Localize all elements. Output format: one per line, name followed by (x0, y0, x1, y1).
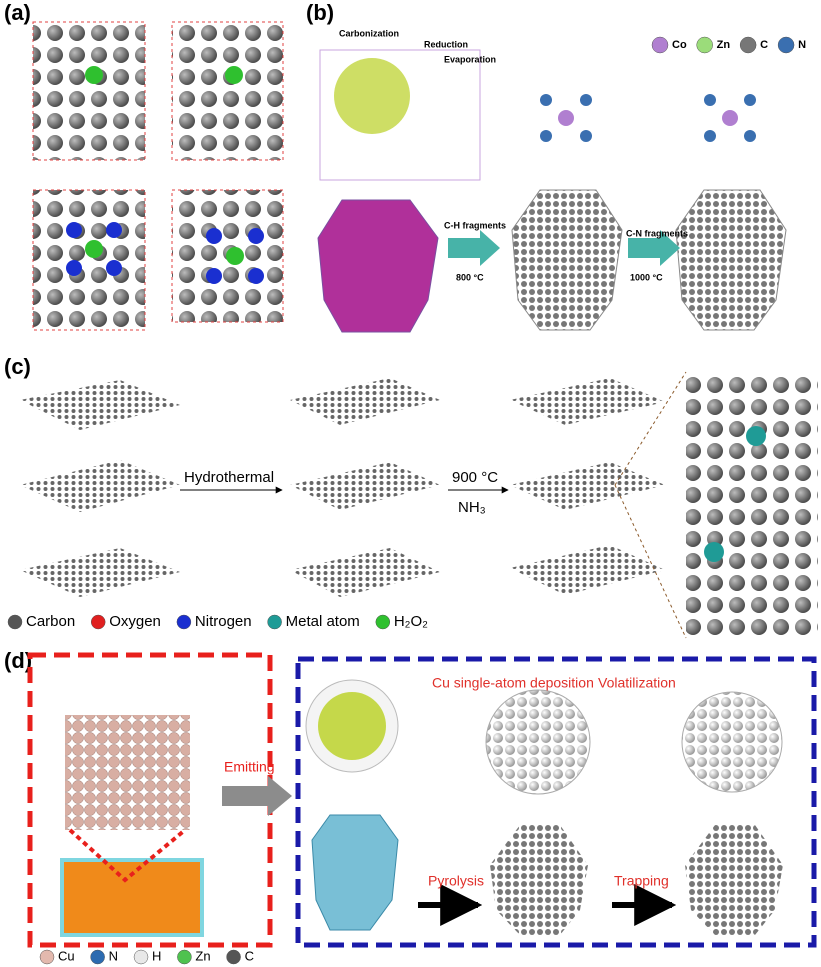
legend-label: Zn (717, 39, 731, 51)
panel-a: (a) (4, 0, 284, 331)
legend-swatch (133, 949, 149, 965)
step-label: NH₃ (458, 499, 486, 516)
legend-label: Metal atom (286, 613, 360, 630)
legend-swatch (739, 36, 757, 54)
legend-swatch (177, 949, 192, 965)
legend-label: N (109, 948, 118, 963)
b-legend: Co Zn C N (651, 36, 806, 54)
zoom-line (614, 484, 687, 639)
legend-swatch (7, 614, 23, 630)
step-label: Pyrolysis (428, 873, 484, 889)
graphene-sheets (20, 378, 665, 597)
legend-label: Oxygen (109, 613, 161, 630)
legend-label: H₂O₂ (394, 613, 428, 630)
annotation: Cu single-atom deposition (432, 675, 594, 691)
carbon-polyhedron (490, 825, 588, 935)
c-legend: Carbon Oxygen Nitrogen Metal atom H₂O₂ (7, 613, 428, 630)
step-temperature: 1000 °C (630, 272, 663, 282)
panel-c: (c) Hydrothermal 900 °C NH₃ Carbon Oxygen… (4, 354, 818, 639)
annotation: Reduction (424, 39, 468, 49)
step-label: 900 °C (452, 469, 498, 486)
annotation: Carbonization (339, 28, 399, 38)
step-label: Hydrothermal (184, 469, 274, 486)
legend-label: Nitrogen (195, 613, 252, 630)
step-temperature: 800 °C (456, 272, 484, 282)
step-label: C-N fragments (626, 228, 688, 238)
legend-swatch (651, 36, 669, 54)
annotation: Evaporation (444, 54, 496, 64)
legend-label: H (152, 948, 161, 963)
legend-swatch (90, 949, 105, 965)
legend-swatch (375, 614, 391, 630)
metal-atom (746, 426, 766, 446)
step-label: Emitting (224, 759, 275, 775)
step-arrow (448, 230, 500, 266)
legend-swatch (90, 614, 106, 630)
panel-label: (c) (4, 354, 31, 379)
legend-label: N (798, 39, 806, 51)
zoom-line (68, 828, 187, 883)
legend-swatch (226, 949, 241, 965)
legend-label: Zn (195, 948, 210, 963)
metal-atom (85, 240, 103, 258)
legend-label: C (760, 39, 768, 51)
structure-box (32, 21, 146, 161)
legend-swatch (39, 949, 55, 965)
structure-box (32, 189, 146, 331)
legend-swatch (267, 614, 282, 630)
legend-swatch (176, 614, 192, 630)
legend-label: Co (672, 39, 687, 51)
zn-sphere (318, 692, 386, 760)
carbon-polyhedron (675, 189, 787, 331)
panel-label: (d) (4, 648, 32, 673)
cu-substrate (60, 858, 204, 937)
step-arrow (628, 230, 680, 266)
zoom-line (614, 371, 687, 486)
panel-label: (b) (306, 0, 334, 25)
carbon-cage (485, 689, 591, 795)
panel-b: (b) Carbonization Reduction Evaporation … (306, 0, 806, 333)
zoom-structure (686, 372, 818, 638)
carbon-polyhedron (511, 189, 623, 331)
legend-label: C (245, 948, 254, 963)
reaction-box (295, 656, 817, 948)
structure-box (171, 21, 284, 161)
panel-label: (a) (4, 0, 31, 25)
cu-foam (65, 715, 190, 830)
legend-label: Carbon (26, 613, 75, 630)
carbon-cage (681, 691, 783, 793)
nitrogen-atoms (66, 222, 264, 284)
co-n4-molecule (540, 94, 756, 142)
carbon-polyhedron (685, 825, 783, 935)
zn-sphere (334, 58, 410, 134)
zif-polyhedron (311, 814, 399, 931)
d-legend: Cu N H Zn C (39, 948, 254, 965)
zif-framework (319, 49, 481, 181)
legend-swatch (696, 36, 713, 54)
step-arrow (222, 776, 292, 816)
panel-d: (d) Emitting Pyrolysis Trapping Cu singl… (4, 648, 817, 965)
step-label: Trapping (614, 873, 669, 889)
metal-atom (85, 66, 103, 84)
metal-atom (225, 66, 243, 84)
step-label: C-H fragments (444, 220, 506, 230)
legend-label: Cu (58, 948, 75, 963)
annotation: Volatilization (598, 675, 676, 691)
metal-atom (704, 542, 724, 562)
legend-swatch (777, 36, 795, 54)
zif-polyhedron (317, 199, 439, 333)
metal-atom (226, 247, 244, 265)
